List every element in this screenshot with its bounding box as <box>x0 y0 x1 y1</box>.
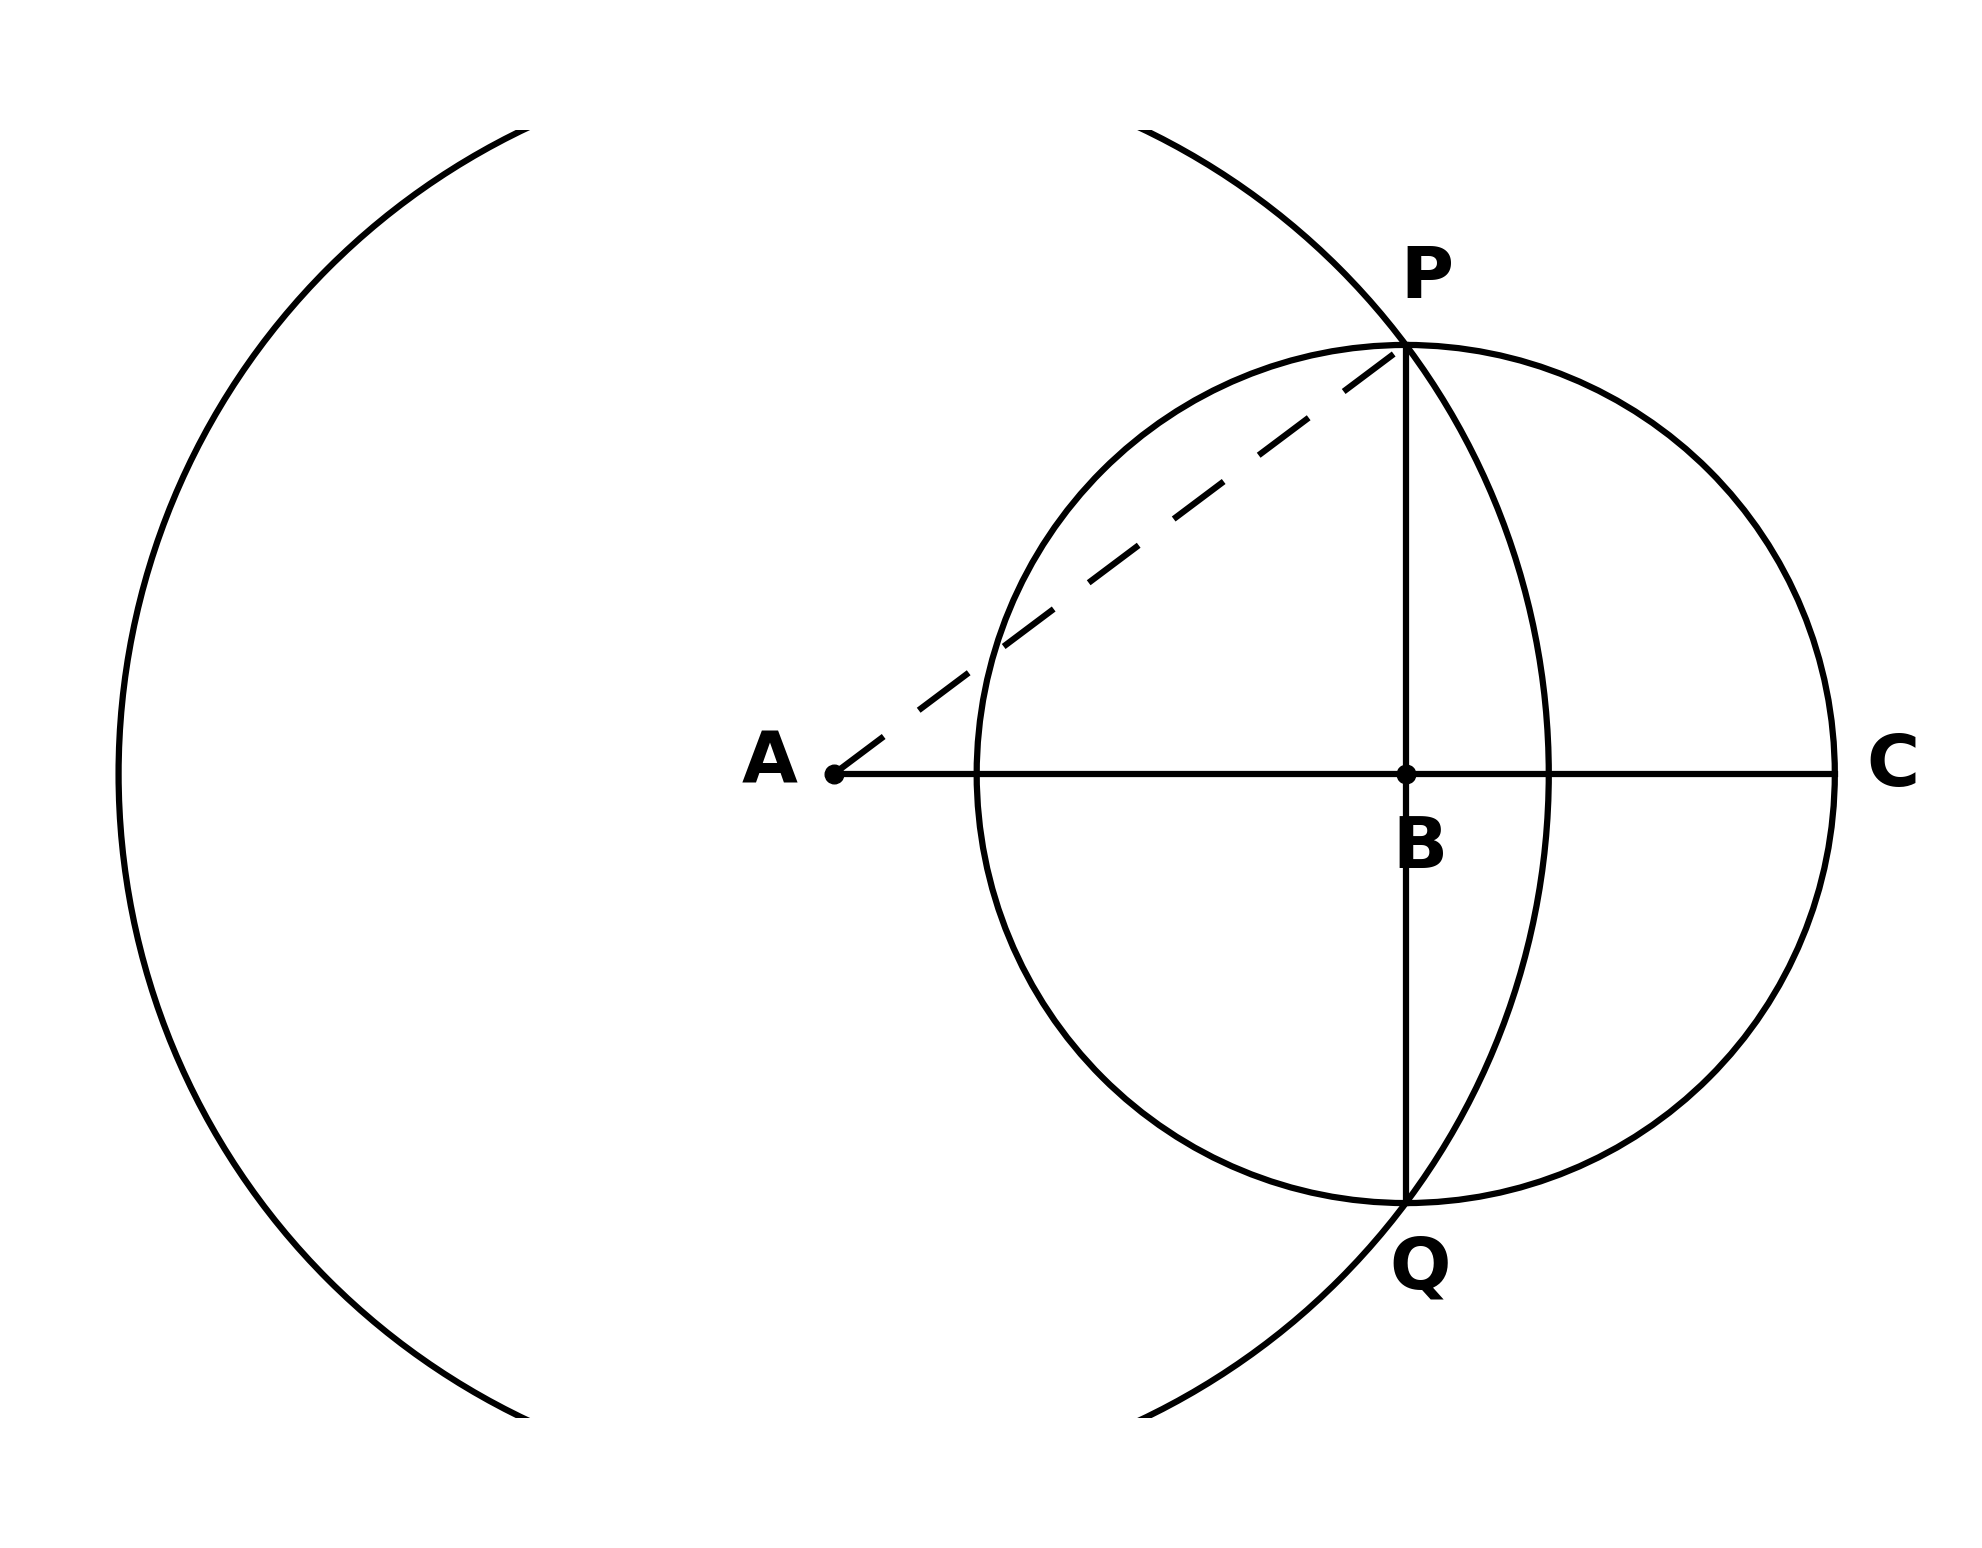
Point <box>819 762 850 786</box>
Text: C: C <box>1867 732 1919 802</box>
Point <box>1389 762 1421 786</box>
Text: A: A <box>741 728 799 797</box>
Text: P: P <box>1401 245 1453 314</box>
Text: B: B <box>1393 814 1447 882</box>
Text: Q: Q <box>1389 1234 1451 1303</box>
